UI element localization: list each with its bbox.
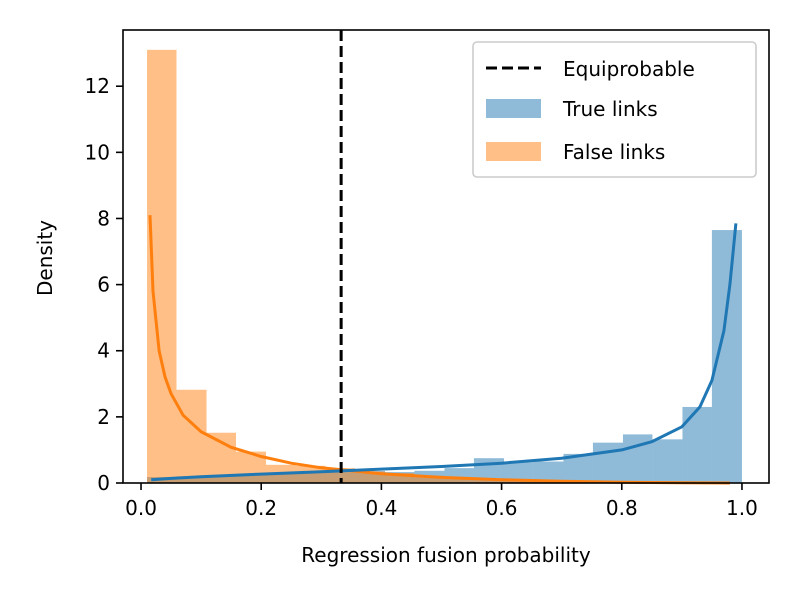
true-links-bars <box>147 230 742 483</box>
legend-false-links-swatch <box>486 142 541 161</box>
x-axis-ticks: 0.0 0.2 0.4 0.6 0.8 1.0 <box>125 483 758 520</box>
false-links-bar-1 <box>176 389 207 483</box>
y-tick-label: 12 <box>85 74 110 98</box>
true-links-bar-15 <box>592 442 623 483</box>
false-links-bar-12 <box>503 480 534 483</box>
legend: Equiprobable True links False links <box>472 41 757 178</box>
x-tick-label: 1.0 <box>726 496 758 520</box>
y-tick-label: 2 <box>97 405 110 429</box>
x-axis-label: Regression fusion probability <box>301 543 591 567</box>
legend-equiprobable-label: Equiprobable <box>563 57 695 81</box>
false-links-bar-7 <box>354 471 386 483</box>
true-links-density-curve <box>151 223 738 482</box>
true-links-bar-17 <box>652 439 683 483</box>
x-tick-label: 0.2 <box>245 496 277 520</box>
true-links-bar-18 <box>682 406 712 483</box>
y-tick-label: 4 <box>97 339 110 363</box>
x-tick-label: 0.4 <box>365 496 397 520</box>
false-links-bar-5 <box>295 465 326 483</box>
legend-true-links-label: True links <box>562 97 658 121</box>
false-links-bar-11 <box>473 479 504 483</box>
x-tick-label: 0.6 <box>486 496 518 520</box>
false-links-density-curve <box>148 215 730 485</box>
y-axis-label: Density <box>33 220 57 296</box>
legend-true-links-swatch <box>486 99 541 118</box>
plot-frame <box>122 29 770 484</box>
y-tick-label: 10 <box>85 140 110 164</box>
true-links-bar-13 <box>533 461 564 483</box>
x-tick-label: 0.8 <box>606 496 638 520</box>
false-links-bar-9 <box>414 475 445 483</box>
x-tick-label: 0.0 <box>125 496 157 520</box>
y-axis-ticks: 0 2 4 6 8 10 12 <box>85 74 123 495</box>
y-tick-label: 8 <box>97 206 110 230</box>
y-tick-label: 0 <box>97 471 110 495</box>
legend-frame <box>472 41 757 178</box>
y-tick-label: 6 <box>97 273 110 297</box>
legend-false-links-label: False links <box>563 140 665 164</box>
false-links-bar-8 <box>385 473 415 483</box>
true-links-bar-12 <box>503 462 534 483</box>
false-links-bar-10 <box>444 478 474 483</box>
